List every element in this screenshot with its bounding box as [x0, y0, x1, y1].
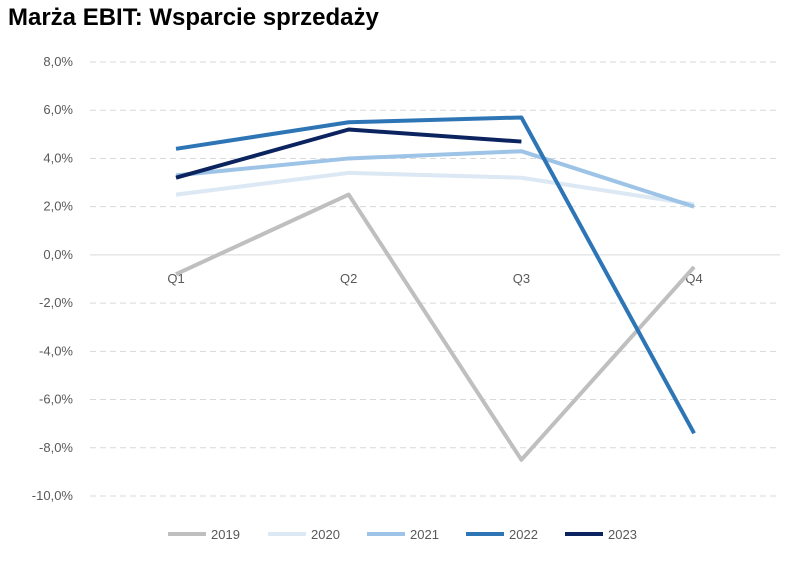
y-tick-label: 4,0%: [43, 150, 73, 165]
legend-label: 2021: [410, 527, 439, 542]
y-tick-label: -10,0%: [32, 488, 74, 503]
legend-label: 2022: [509, 527, 538, 542]
series-line-2021: [175, 149, 695, 209]
y-tick-label: 8,0%: [43, 54, 73, 69]
legend-label: 2023: [608, 527, 637, 542]
series-line-2020: [175, 170, 695, 207]
x-tick-label: Q1: [167, 271, 184, 286]
grid-layer: [90, 61, 780, 497]
series-layer: [175, 115, 696, 462]
y-tick-label: 2,0%: [43, 199, 73, 214]
y-tick-label: -2,0%: [39, 295, 73, 310]
legend: 2019 2020 2021 2022 2023: [168, 527, 637, 542]
x-tick-label: Q3: [513, 271, 530, 286]
x-axis: Q1 Q2 Q3 Q4: [167, 271, 702, 286]
series-line-2019: [175, 192, 696, 462]
y-axis: 8,0% 6,0% 4,0% 2,0% 0,0% -2,0% -4,0% -6,0% -8,0%…: [32, 54, 74, 503]
y-tick-label: 0,0%: [43, 247, 73, 262]
legend-label: 2020: [311, 527, 340, 542]
y-tick-label: -8,0%: [39, 440, 73, 455]
series-line-2023: [175, 127, 522, 180]
series-line-2022: [175, 115, 696, 435]
legend-label: 2019: [211, 527, 240, 542]
y-tick-label: -4,0%: [39, 343, 73, 358]
y-tick-label: -6,0%: [39, 392, 73, 407]
chart-title: Marża EBIT: Wsparcie sprzedaży: [8, 4, 379, 31]
x-tick-label: Q2: [340, 271, 357, 286]
y-tick-label: 6,0%: [43, 102, 73, 117]
